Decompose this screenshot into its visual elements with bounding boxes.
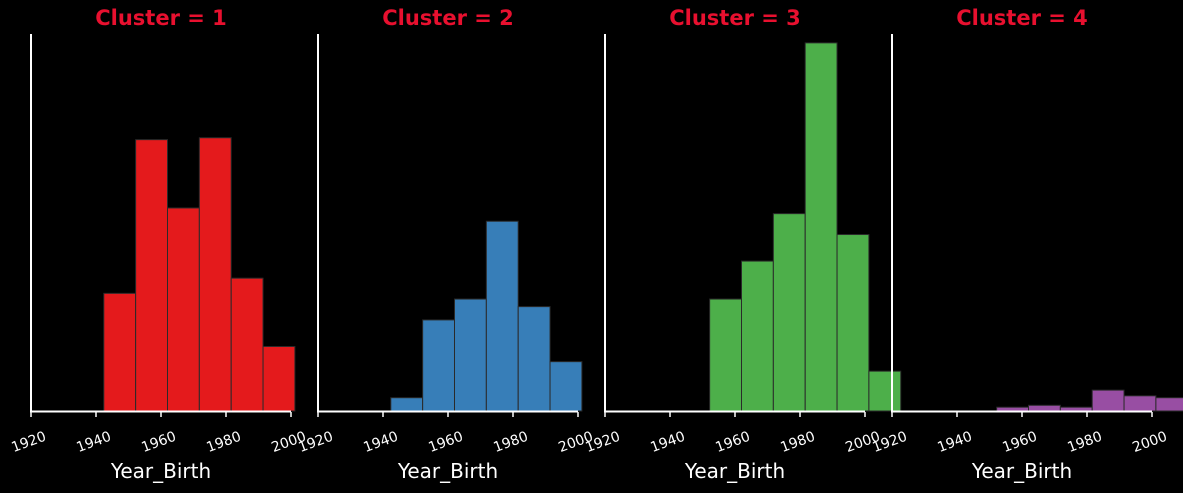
histogram-bar	[262, 345, 296, 412]
histogram-bar	[741, 260, 774, 412]
x-tick-label: 1940	[74, 429, 113, 456]
x-tick-label: 1940	[361, 429, 400, 456]
histogram-bar	[517, 306, 551, 412]
x-axis-label: Year_Birth	[684, 459, 785, 483]
panel-cluster-4: Cluster = 4 1920 1940 1960 1980 2000 Year_Bi…	[870, 6, 1183, 483]
x-axis-label: Year_Birth	[397, 459, 498, 483]
x-tick-label: 1980	[1065, 429, 1104, 456]
histogram-bar	[709, 298, 743, 412]
histogram-bar	[772, 213, 806, 412]
histogram-bar	[167, 207, 200, 412]
panel-cluster-1: Cluster = 1 1920 1940 1960 1980 2000 Year_Bi…	[9, 6, 308, 483]
panel-title: Cluster = 4	[956, 6, 1088, 30]
x-tick-label: 1960	[713, 429, 752, 456]
x-tick-label: 1960	[139, 429, 178, 456]
panel-title: Cluster = 2	[382, 6, 514, 30]
histogram-bar	[103, 292, 137, 412]
histogram-bar	[804, 42, 838, 412]
x-tick-label: 1940	[648, 429, 687, 456]
x-tick-label: 1980	[204, 429, 243, 456]
histogram-bar	[422, 319, 455, 412]
x-tick-label: 1960	[1000, 429, 1039, 456]
histogram-bar	[485, 220, 519, 412]
x-tick-label: 1960	[426, 429, 465, 456]
x-tick-label: 1980	[778, 429, 817, 456]
histogram-bar	[454, 298, 487, 412]
panel-title: Cluster = 1	[95, 6, 227, 30]
histogram-bar	[868, 370, 902, 412]
x-tick-label: 2000	[1130, 429, 1169, 456]
histogram-bar	[996, 406, 1030, 412]
x-tick-label: 1980	[491, 429, 530, 456]
histogram-bar	[1155, 397, 1183, 412]
histogram-bar	[230, 277, 264, 412]
histogram-bar	[1123, 395, 1157, 412]
histogram-bar	[1059, 406, 1093, 412]
panel-title: Cluster = 3	[669, 6, 801, 30]
histogram-bar	[1028, 404, 1061, 412]
histogram-bar	[836, 234, 870, 412]
histogram-bar	[549, 361, 583, 412]
panel-cluster-2: Cluster = 2 1920 1940 1960 1980 2000 Year_Bi…	[296, 6, 595, 483]
x-tick-label: 1920	[9, 429, 48, 456]
histogram-bar	[390, 397, 424, 412]
x-tick-label: 1940	[935, 429, 974, 456]
panel-cluster-3: Cluster = 3 1920 1940 1960 1980 2000 Year_Bi…	[583, 6, 902, 483]
histogram-bar	[198, 137, 232, 412]
histogram-bar	[135, 139, 168, 412]
x-axis-label: Year_Birth	[110, 459, 211, 483]
histogram-bar	[1091, 389, 1125, 412]
x-axis-label: Year_Birth	[971, 459, 1072, 483]
